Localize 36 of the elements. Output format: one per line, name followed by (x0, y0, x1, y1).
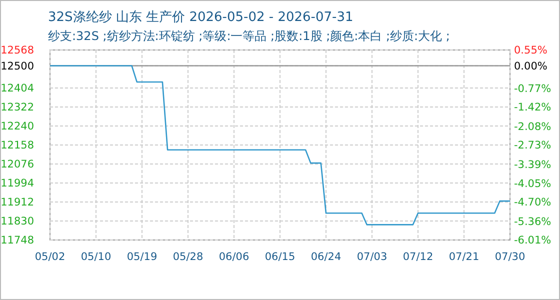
x-tick-label: 07/21 (448, 251, 480, 263)
y2-tick-label: -1.42% (514, 102, 552, 114)
y2-tick-label: 0.00% (514, 60, 548, 73)
y-tick-label: 11830 (0, 216, 34, 228)
x-tick-label: 05/02 (34, 251, 66, 263)
x-tick-label: 06/24 (310, 251, 342, 263)
x-tick-label: 07/03 (356, 251, 388, 263)
y2-tick-label: -5.36% (514, 216, 552, 228)
chart-subtitle: 纱支:32S ;纺纱方法:环锭纺 ;等级:一等品 ;股数:1股 ;颜色:本白 ;纱质:大化 ; (48, 29, 450, 43)
y2-tick-label: -0.77% (514, 82, 552, 95)
y2-tick-label: 0.55% (514, 44, 548, 57)
y2-tick-label: -2.08% (514, 120, 552, 133)
x-tick-label: 07/30 (494, 251, 526, 263)
y2-tick-label: -6.01% (514, 234, 552, 247)
y2-tick-label: -3.39% (514, 158, 552, 171)
x-tick-label: 05/10 (80, 251, 112, 263)
y-tick-label: 12568 (0, 44, 34, 57)
y2-tick-label: -2.73% (514, 140, 552, 152)
x-tick-label: 06/15 (264, 251, 296, 263)
chart-title: 32S涤纶纱 山东 生产价 2026-05-02 - 2026-07-31 (48, 10, 354, 25)
y-tick-label: 11912 (0, 196, 34, 209)
y-tick-label: 12158 (0, 140, 34, 152)
y-tick-label: 12322 (0, 102, 34, 114)
y-tick-label: 12076 (0, 158, 34, 171)
x-tick-label: 06/06 (218, 251, 250, 263)
y-tick-label: 11994 (0, 178, 34, 190)
y-tick-label: 11748 (0, 234, 34, 247)
x-tick-label: 07/12 (402, 251, 434, 263)
x-tick-label: 05/19 (126, 251, 158, 263)
y2-tick-label: -4.05% (514, 178, 552, 190)
y-tick-label: 12500 (0, 60, 34, 72)
x-tick-label: 05/28 (172, 251, 204, 263)
y2-tick-label: -4.70% (514, 196, 552, 209)
y-tick-label: 12240 (0, 120, 34, 133)
line-series (49, 65, 511, 226)
y-tick-label: 12404 (0, 82, 34, 95)
